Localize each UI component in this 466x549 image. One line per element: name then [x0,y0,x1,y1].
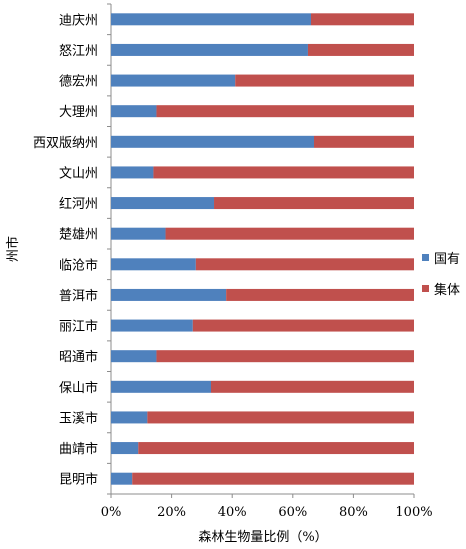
category-label: 红河州 [59,196,98,212]
bar-guoyou [111,13,311,26]
x-tick-label: 60% [278,505,307,520]
bar-guoyou [111,197,215,210]
category-label: 普洱市 [59,288,98,304]
category-label: 德宏州 [59,75,98,90]
x-tick-labels: 0% 20% 40% 60% 80% 100% [101,505,433,520]
bar-jiti [132,472,414,485]
bar-jiti [147,411,415,424]
bar-guoyou [111,166,154,179]
bar-guoyou [111,380,211,393]
bar-guoyou [111,43,308,56]
bar-guoyou [111,288,227,301]
category-label: 迪庆州 [59,13,98,28]
bar-guoyou [111,105,157,118]
legend-label: 国有 [434,252,460,267]
bar-guoyou [111,227,166,240]
x-axis-label: 森林生物量比例（%） [198,530,327,545]
bar-jiti [210,380,414,393]
bar-jiti [310,13,414,26]
bar-jiti [214,197,414,210]
x-tick-label: 20% [157,505,186,520]
category-label: 丽江市 [59,319,98,335]
category-label: 临沧市 [59,257,98,273]
bar-jiti [226,288,414,301]
category-label: 文山州 [59,166,98,181]
bar-guoyou [111,135,315,148]
legend-swatch [422,254,429,261]
bar-guoyou [111,319,193,332]
bar-guoyou [111,472,133,485]
x-tick-label: 40% [218,505,247,520]
bar-jiti [235,74,414,87]
y-axis-label: 州市 [5,236,21,262]
category-label: 玉溪市 [59,410,98,426]
category-label: 昆明市 [59,472,98,488]
category-label: 曲靖市 [59,441,98,457]
bar-jiti [156,350,414,363]
bar-guoyou [111,258,196,271]
bar-jiti [165,227,414,240]
category-label: 楚雄州 [59,228,98,243]
bar-jiti [192,319,414,332]
bar-jiti [156,105,414,118]
x-tick-label: 100% [395,505,432,520]
bar-guoyou [111,74,236,87]
bar-jiti [138,442,414,455]
bar-jiti [314,135,414,148]
bar-guoyou [111,442,139,455]
chart-bars [111,13,415,485]
category-label: 昭通市 [59,349,98,365]
legend-label: 集体 [434,282,460,298]
x-tick-label: 0% [101,505,122,520]
category-label: 大理州 [59,105,98,120]
legend-swatch [422,285,429,292]
category-labels: 迪庆州怒江州德宏州大理州西双版纳州文山州红河州楚雄州临沧市普洱市丽江市昭通市保山… [33,13,98,487]
bar-jiti [307,43,414,56]
bar-jiti [195,258,414,271]
category-label: 保山市 [59,380,98,396]
category-label: 怒江州 [59,44,98,59]
bar-guoyou [111,411,148,424]
x-tick-label: 80% [339,505,368,520]
bar-jiti [153,166,415,179]
bar-guoyou [111,350,157,363]
category-label: 西双版纳州 [33,136,98,151]
